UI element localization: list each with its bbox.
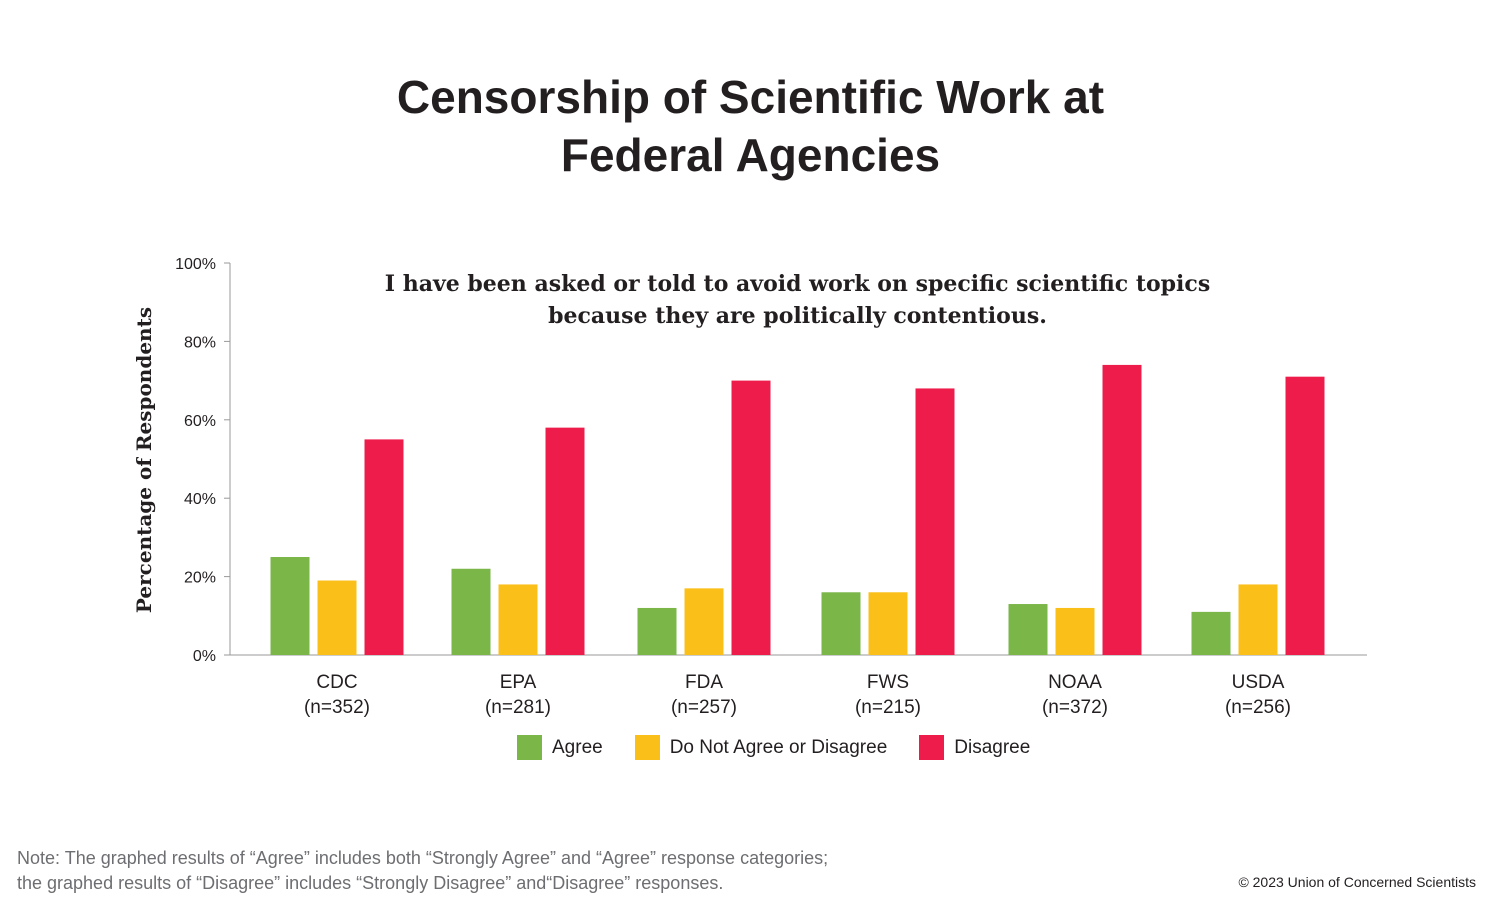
y-tick-label: 80% (184, 334, 216, 351)
y-tick-label: 20% (184, 570, 216, 587)
legend-label: Disagree (954, 736, 1031, 758)
bar-noaa-do-not-agree-or-disagree (1055, 607, 1095, 655)
legend-item: Disagree (919, 735, 1030, 760)
x-tick-label: FDA (685, 672, 723, 693)
x-tick-sublabel: (n=256) (1225, 697, 1291, 718)
bar-usda-do-not-agree-or-disagree (1238, 584, 1278, 655)
x-tick-label: USDA (1232, 672, 1285, 693)
bar-epa-disagree (545, 427, 585, 655)
legend-label: Agree (552, 736, 603, 758)
legend-swatch (517, 735, 542, 760)
footnote-line-1: Note: The graphed results of “Agree” inc… (17, 848, 829, 868)
bar-fda-disagree (731, 380, 771, 655)
x-tick-label: NOAA (1048, 672, 1102, 693)
legend-item: Do Not Agree or Disagree (634, 735, 888, 760)
y-tick-label: 40% (184, 491, 216, 508)
bar-fws-do-not-agree-or-disagree (868, 592, 908, 655)
bar-usda-agree (1191, 611, 1231, 655)
legend: Agree Do Not Agree or Disagree Disagree (517, 735, 1062, 760)
x-tick-label: CDC (316, 672, 357, 693)
x-tick-sublabel: (n=372) (1042, 697, 1108, 718)
y-tick-label: 0% (193, 648, 216, 665)
legend-swatch (634, 735, 660, 760)
legend-label: Do Not Agree or Disagree (669, 736, 888, 758)
chart-subtitle: I have been asked or told to avoid work … (384, 271, 1211, 329)
bar-noaa-disagree (1102, 364, 1142, 655)
legend-swatch (919, 735, 945, 760)
x-tick-sublabel: (n=281) (485, 697, 551, 718)
x-tick-label: EPA (500, 672, 537, 693)
x-tick-sublabel: (n=257) (671, 697, 737, 718)
bar-fda-agree (637, 607, 677, 655)
footnote-line-2: the graphed results of “Disagree” includ… (17, 873, 724, 893)
bar-cdc-agree (270, 557, 310, 655)
bar-epa-do-not-agree-or-disagree (498, 584, 538, 655)
x-tick-label: FWS (867, 672, 909, 693)
y-tick-label: 60% (184, 413, 216, 430)
x-tick-sublabel: (n=352) (304, 697, 370, 718)
bar-cdc-do-not-agree-or-disagree (317, 580, 357, 655)
x-tick-sublabel: (n=215) (855, 697, 921, 718)
bar-fws-agree (821, 592, 861, 655)
y-tick-label: 100% (175, 256, 216, 273)
copyright: © 2023 Union of Concerned Scientists (1238, 874, 1476, 890)
bar-usda-disagree (1285, 376, 1325, 655)
bar-epa-agree (451, 568, 491, 655)
bar-fws-disagree (915, 388, 955, 655)
bar-noaa-agree (1008, 604, 1048, 655)
bar-fda-do-not-agree-or-disagree (684, 588, 724, 655)
footnote: Note: The graphed results of “Agree” inc… (17, 846, 828, 896)
legend-item: Agree (517, 735, 603, 760)
chart-title: Censorship of Scientific Work at Federal … (396, 71, 1105, 181)
bar-cdc-disagree (364, 439, 404, 655)
